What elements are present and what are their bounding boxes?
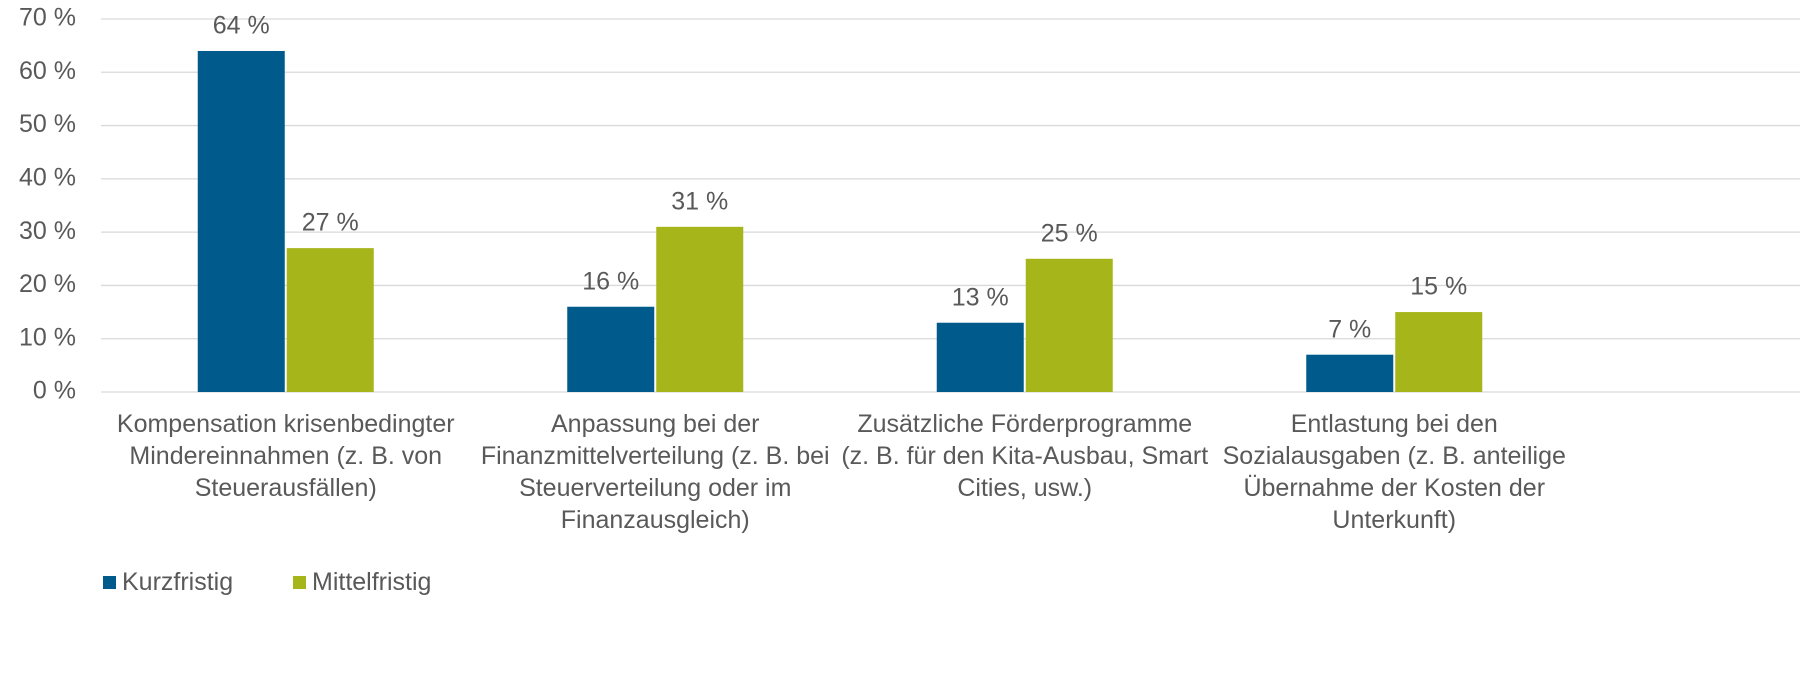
x-tick-label: Zusätzliche Förderprogramme (z. B. für d… (841, 410, 1209, 502)
bar (197, 50, 285, 392)
bar (1306, 354, 1394, 392)
bar (936, 322, 1024, 392)
legend-item: Kurzfristig (103, 568, 233, 597)
y-tick-label: 10 % (19, 323, 76, 351)
y-tick-label: 30 % (19, 217, 76, 245)
x-tick-label: Anpassung bei der Finanzmittelverteilung… (480, 410, 830, 534)
bar (1395, 312, 1483, 392)
data-label: 31 % (671, 187, 728, 215)
y-tick-label: 20 % (19, 270, 76, 298)
y-tick-label: 60 % (19, 57, 76, 85)
y-tick-label: 40 % (19, 163, 76, 191)
data-label: 27 % (302, 209, 359, 237)
legend-swatch (103, 576, 116, 589)
data-label: 7 % (1328, 315, 1371, 343)
y-tick-label: 50 % (19, 110, 76, 138)
data-label: 16 % (582, 267, 639, 295)
bar (286, 248, 374, 392)
data-label: 15 % (1410, 273, 1467, 301)
bar (567, 306, 655, 392)
legend-item: Mittelfristig (293, 568, 431, 597)
bar (1025, 258, 1113, 392)
legend-label: Mittelfristig (312, 568, 432, 596)
x-tick-label: Kompensation krisenbedingter Mindereinna… (116, 410, 455, 502)
data-label: 25 % (1041, 219, 1098, 247)
legend-label: Kurzfristig (122, 568, 234, 596)
bar (656, 226, 744, 392)
x-tick-label: Entlastung bei den Sozialausgaben (z. B.… (1222, 410, 1566, 534)
data-label: 64 % (213, 12, 270, 40)
data-label: 13 % (952, 283, 1009, 311)
y-tick-label: 0 % (33, 377, 76, 405)
y-tick-label: 70 % (19, 4, 76, 32)
legend-swatch (293, 576, 306, 589)
